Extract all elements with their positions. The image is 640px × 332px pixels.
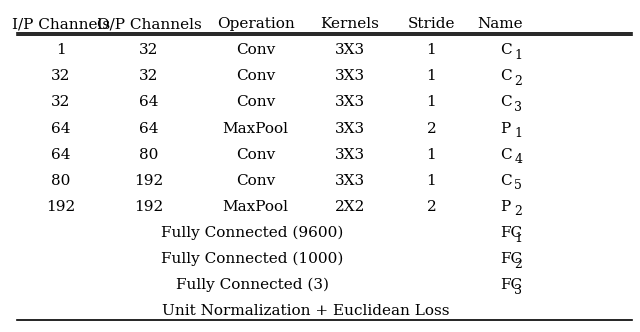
Text: 1: 1 (426, 69, 436, 83)
Text: 1: 1 (426, 96, 436, 110)
Text: 80: 80 (140, 148, 159, 162)
Text: Conv: Conv (236, 69, 275, 83)
Text: 32: 32 (140, 43, 159, 57)
Text: MaxPool: MaxPool (223, 122, 289, 135)
Text: 2: 2 (426, 200, 436, 214)
Text: C: C (500, 148, 512, 162)
Text: 1: 1 (515, 231, 522, 244)
Text: C: C (500, 43, 512, 57)
Text: 2: 2 (426, 122, 436, 135)
Text: O/P Channels: O/P Channels (97, 17, 201, 31)
Text: 32: 32 (51, 69, 70, 83)
Text: P: P (500, 200, 511, 214)
Text: 3: 3 (515, 101, 522, 114)
Text: 1: 1 (56, 43, 66, 57)
Text: Fully Connected (3): Fully Connected (3) (176, 278, 329, 292)
Text: 3X3: 3X3 (335, 96, 365, 110)
Text: C: C (500, 174, 512, 188)
Text: Stride: Stride (408, 17, 455, 31)
Text: 1: 1 (515, 49, 522, 62)
Text: 3X3: 3X3 (335, 69, 365, 83)
Text: Name: Name (477, 17, 524, 31)
Text: I/P Channels: I/P Channels (12, 17, 110, 31)
Text: Fully Connected (9600): Fully Connected (9600) (161, 226, 344, 240)
Text: 32: 32 (140, 69, 159, 83)
Text: 2X2: 2X2 (335, 200, 365, 214)
Text: 64: 64 (139, 122, 159, 135)
Text: 192: 192 (134, 200, 164, 214)
Text: 2: 2 (515, 75, 522, 88)
Text: 4: 4 (515, 153, 522, 166)
Text: 64: 64 (139, 96, 159, 110)
Text: MaxPool: MaxPool (223, 200, 289, 214)
Text: 3X3: 3X3 (335, 148, 365, 162)
Text: 2: 2 (515, 258, 522, 271)
Text: 3X3: 3X3 (335, 43, 365, 57)
Text: 1: 1 (426, 43, 436, 57)
Text: 64: 64 (51, 122, 71, 135)
Text: 64: 64 (51, 148, 71, 162)
Text: Operation: Operation (217, 17, 294, 31)
Text: 5: 5 (515, 179, 522, 192)
Text: 1: 1 (426, 148, 436, 162)
Text: FC: FC (500, 252, 523, 266)
Text: Unit Normalization + Euclidean Loss: Unit Normalization + Euclidean Loss (162, 304, 450, 318)
Text: 1: 1 (426, 174, 436, 188)
Text: P: P (500, 122, 511, 135)
Text: FC: FC (500, 226, 523, 240)
Text: 3: 3 (515, 284, 522, 297)
Text: FC: FC (500, 278, 523, 292)
Text: 1: 1 (515, 127, 522, 140)
Text: 3X3: 3X3 (335, 174, 365, 188)
Text: 3X3: 3X3 (335, 122, 365, 135)
Text: Conv: Conv (236, 148, 275, 162)
Text: C: C (500, 69, 512, 83)
Text: Kernels: Kernels (321, 17, 380, 31)
Text: 32: 32 (51, 96, 70, 110)
Text: 80: 80 (51, 174, 70, 188)
Text: Fully Connected (1000): Fully Connected (1000) (161, 252, 344, 266)
Text: 192: 192 (134, 174, 164, 188)
Text: 2: 2 (515, 206, 522, 218)
Text: Conv: Conv (236, 174, 275, 188)
Text: 192: 192 (46, 200, 76, 214)
Text: Conv: Conv (236, 96, 275, 110)
Text: Conv: Conv (236, 43, 275, 57)
Text: C: C (500, 96, 512, 110)
